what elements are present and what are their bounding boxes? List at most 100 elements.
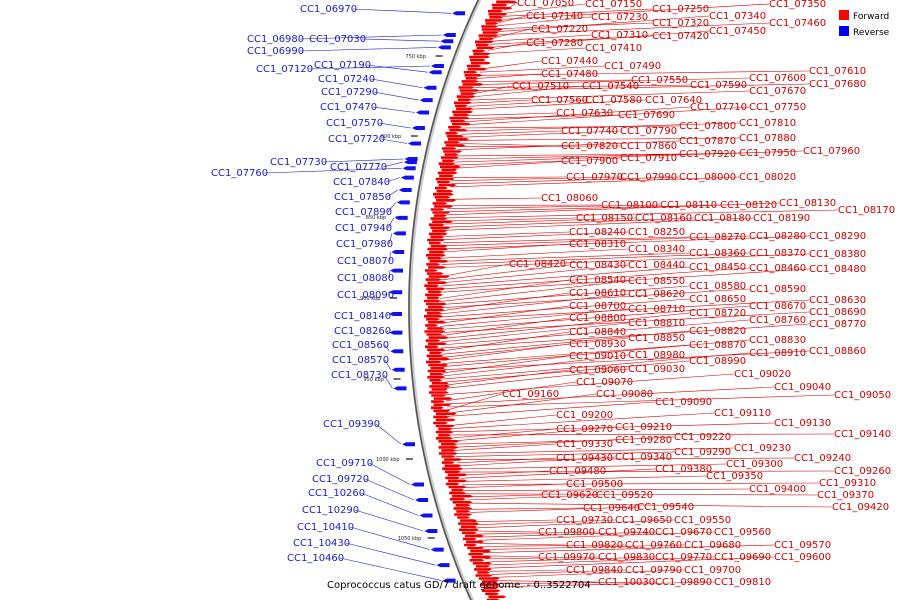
reverse-label-connector xyxy=(380,138,408,144)
forward-feature xyxy=(475,565,490,568)
genome-caption: Coprococcus catus GD/7 draft genome. - 0… xyxy=(327,580,591,591)
forward-gene-label: CC1_08280 xyxy=(749,231,806,242)
reverse-gene-label: CC1_08090 xyxy=(337,290,394,301)
forward-label-connector xyxy=(491,569,626,575)
forward-gene-label: CC1_09550 xyxy=(674,515,731,526)
forward-feature xyxy=(445,482,460,486)
forward-gene-label: CC1_08000 xyxy=(679,172,736,183)
forward-gene-label: CC1_07450 xyxy=(709,26,766,37)
forward-label-connector xyxy=(442,339,750,367)
reverse-feature xyxy=(391,250,405,254)
forward-label-connector xyxy=(443,231,629,240)
forward-label-connector xyxy=(477,73,542,79)
forward-feature xyxy=(444,458,463,461)
forward-label-connector xyxy=(460,130,621,138)
forward-feature xyxy=(427,281,448,284)
forward-label-connector xyxy=(455,451,675,457)
forward-label-connector xyxy=(462,122,740,132)
reverse-feature xyxy=(402,166,416,171)
reverse-feature xyxy=(392,231,406,236)
reverse-label-lines xyxy=(263,8,452,581)
forward-feature xyxy=(448,125,463,129)
forward-feature xyxy=(448,479,468,483)
forward-feature xyxy=(441,461,455,464)
reverse-feature xyxy=(430,64,444,68)
forward-feature xyxy=(433,192,454,196)
forward-label-connector xyxy=(457,456,616,467)
forward-label-connector xyxy=(504,2,518,11)
forward-label-connector xyxy=(445,217,577,222)
forward-label-connector xyxy=(466,112,557,116)
forward-gene-label: CC1_09690 xyxy=(714,552,771,563)
forward-label-connector xyxy=(462,125,680,129)
forward-gene-label: CC1_09330 xyxy=(556,439,613,450)
forward-gene-label: CC1_09640 xyxy=(583,503,640,514)
forward-label-connector xyxy=(487,556,715,566)
forward-feature xyxy=(444,470,461,474)
forward-feature xyxy=(432,211,451,214)
forward-label-connector xyxy=(497,16,592,26)
forward-label-connector xyxy=(464,493,818,496)
forward-label-connector xyxy=(453,157,621,169)
forward-feature xyxy=(429,351,443,355)
legend: Forward Reverse xyxy=(839,10,890,38)
forward-gene-label: CC1_10030 xyxy=(598,577,655,588)
reverse-feature xyxy=(411,126,425,130)
forward-feature xyxy=(455,104,468,108)
forward-label-connector xyxy=(447,393,597,414)
forward-gene-label: CC1_08130 xyxy=(779,198,836,209)
forward-feature xyxy=(428,305,444,309)
forward-label-connector xyxy=(456,153,680,157)
reverse-feature xyxy=(389,312,402,316)
forward-label-connector xyxy=(443,354,629,377)
forward-feature xyxy=(457,98,472,101)
legend-forward-swatch xyxy=(839,10,849,20)
forward-gene-label: CC1_07590 xyxy=(690,80,747,91)
forward-label-connector xyxy=(442,350,810,371)
forward-gene-label: CC1_09270 xyxy=(556,424,613,435)
reverse-gene-label: CC1_10260 xyxy=(308,488,365,499)
forward-label-connector xyxy=(446,202,780,216)
forward-feature xyxy=(425,278,442,281)
forward-gene-label: CC1_08590 xyxy=(749,284,806,295)
reverse-feature xyxy=(440,39,454,44)
forward-label-connector xyxy=(463,488,750,492)
forward-label-connector xyxy=(439,293,629,315)
forward-feature xyxy=(435,430,454,434)
forward-gene-label: CC1_08190 xyxy=(753,213,810,224)
forward-label-connector xyxy=(458,463,727,470)
forward-gene-labels: CC1_07050 CC1_07150 CC1_07250 CC1_07350CC1_… xyxy=(502,0,895,588)
forward-gene-label: CC1_09160 xyxy=(502,389,559,400)
forward-label-connector xyxy=(461,482,820,485)
forward-label-connector xyxy=(483,555,539,558)
reverse-feature xyxy=(442,578,456,583)
reverse-gene-label: CC1_07190 xyxy=(314,60,371,71)
forward-label-connector xyxy=(464,106,691,123)
forward-gene-label: CC1_08990 xyxy=(689,356,746,367)
forward-label-connector xyxy=(469,99,532,104)
reverse-feature xyxy=(419,98,433,103)
forward-gene-label: CC1_07320 xyxy=(652,18,709,29)
forward-feature xyxy=(470,549,492,553)
forward-feature xyxy=(438,446,459,449)
forward-label-connector xyxy=(443,231,570,237)
forward-label-connector xyxy=(456,457,795,461)
forward-gene-label: CC1_08610 xyxy=(569,288,626,299)
forward-feature xyxy=(428,321,447,324)
forward-feature xyxy=(485,592,500,596)
forward-label-connector xyxy=(441,331,570,352)
reverse-gene-label: CC1_07720 xyxy=(328,134,385,145)
forward-gene-label: CC1_09200 xyxy=(556,410,613,421)
forward-gene-label: CC1_07510 xyxy=(512,81,569,92)
forward-label-connector xyxy=(458,470,835,473)
forward-gene-label: CC1_09430 xyxy=(556,453,613,464)
forward-label-connector xyxy=(479,65,605,73)
forward-feature xyxy=(465,534,484,538)
reverse-label-connector xyxy=(373,91,419,101)
forward-label-connector xyxy=(444,217,636,225)
forward-feature xyxy=(433,421,449,425)
forward-gene-label: CC1_08180 xyxy=(694,213,751,224)
forward-gene-label: CC1_07440 xyxy=(541,56,598,67)
forward-feature xyxy=(485,22,499,25)
forward-feature xyxy=(448,485,467,489)
